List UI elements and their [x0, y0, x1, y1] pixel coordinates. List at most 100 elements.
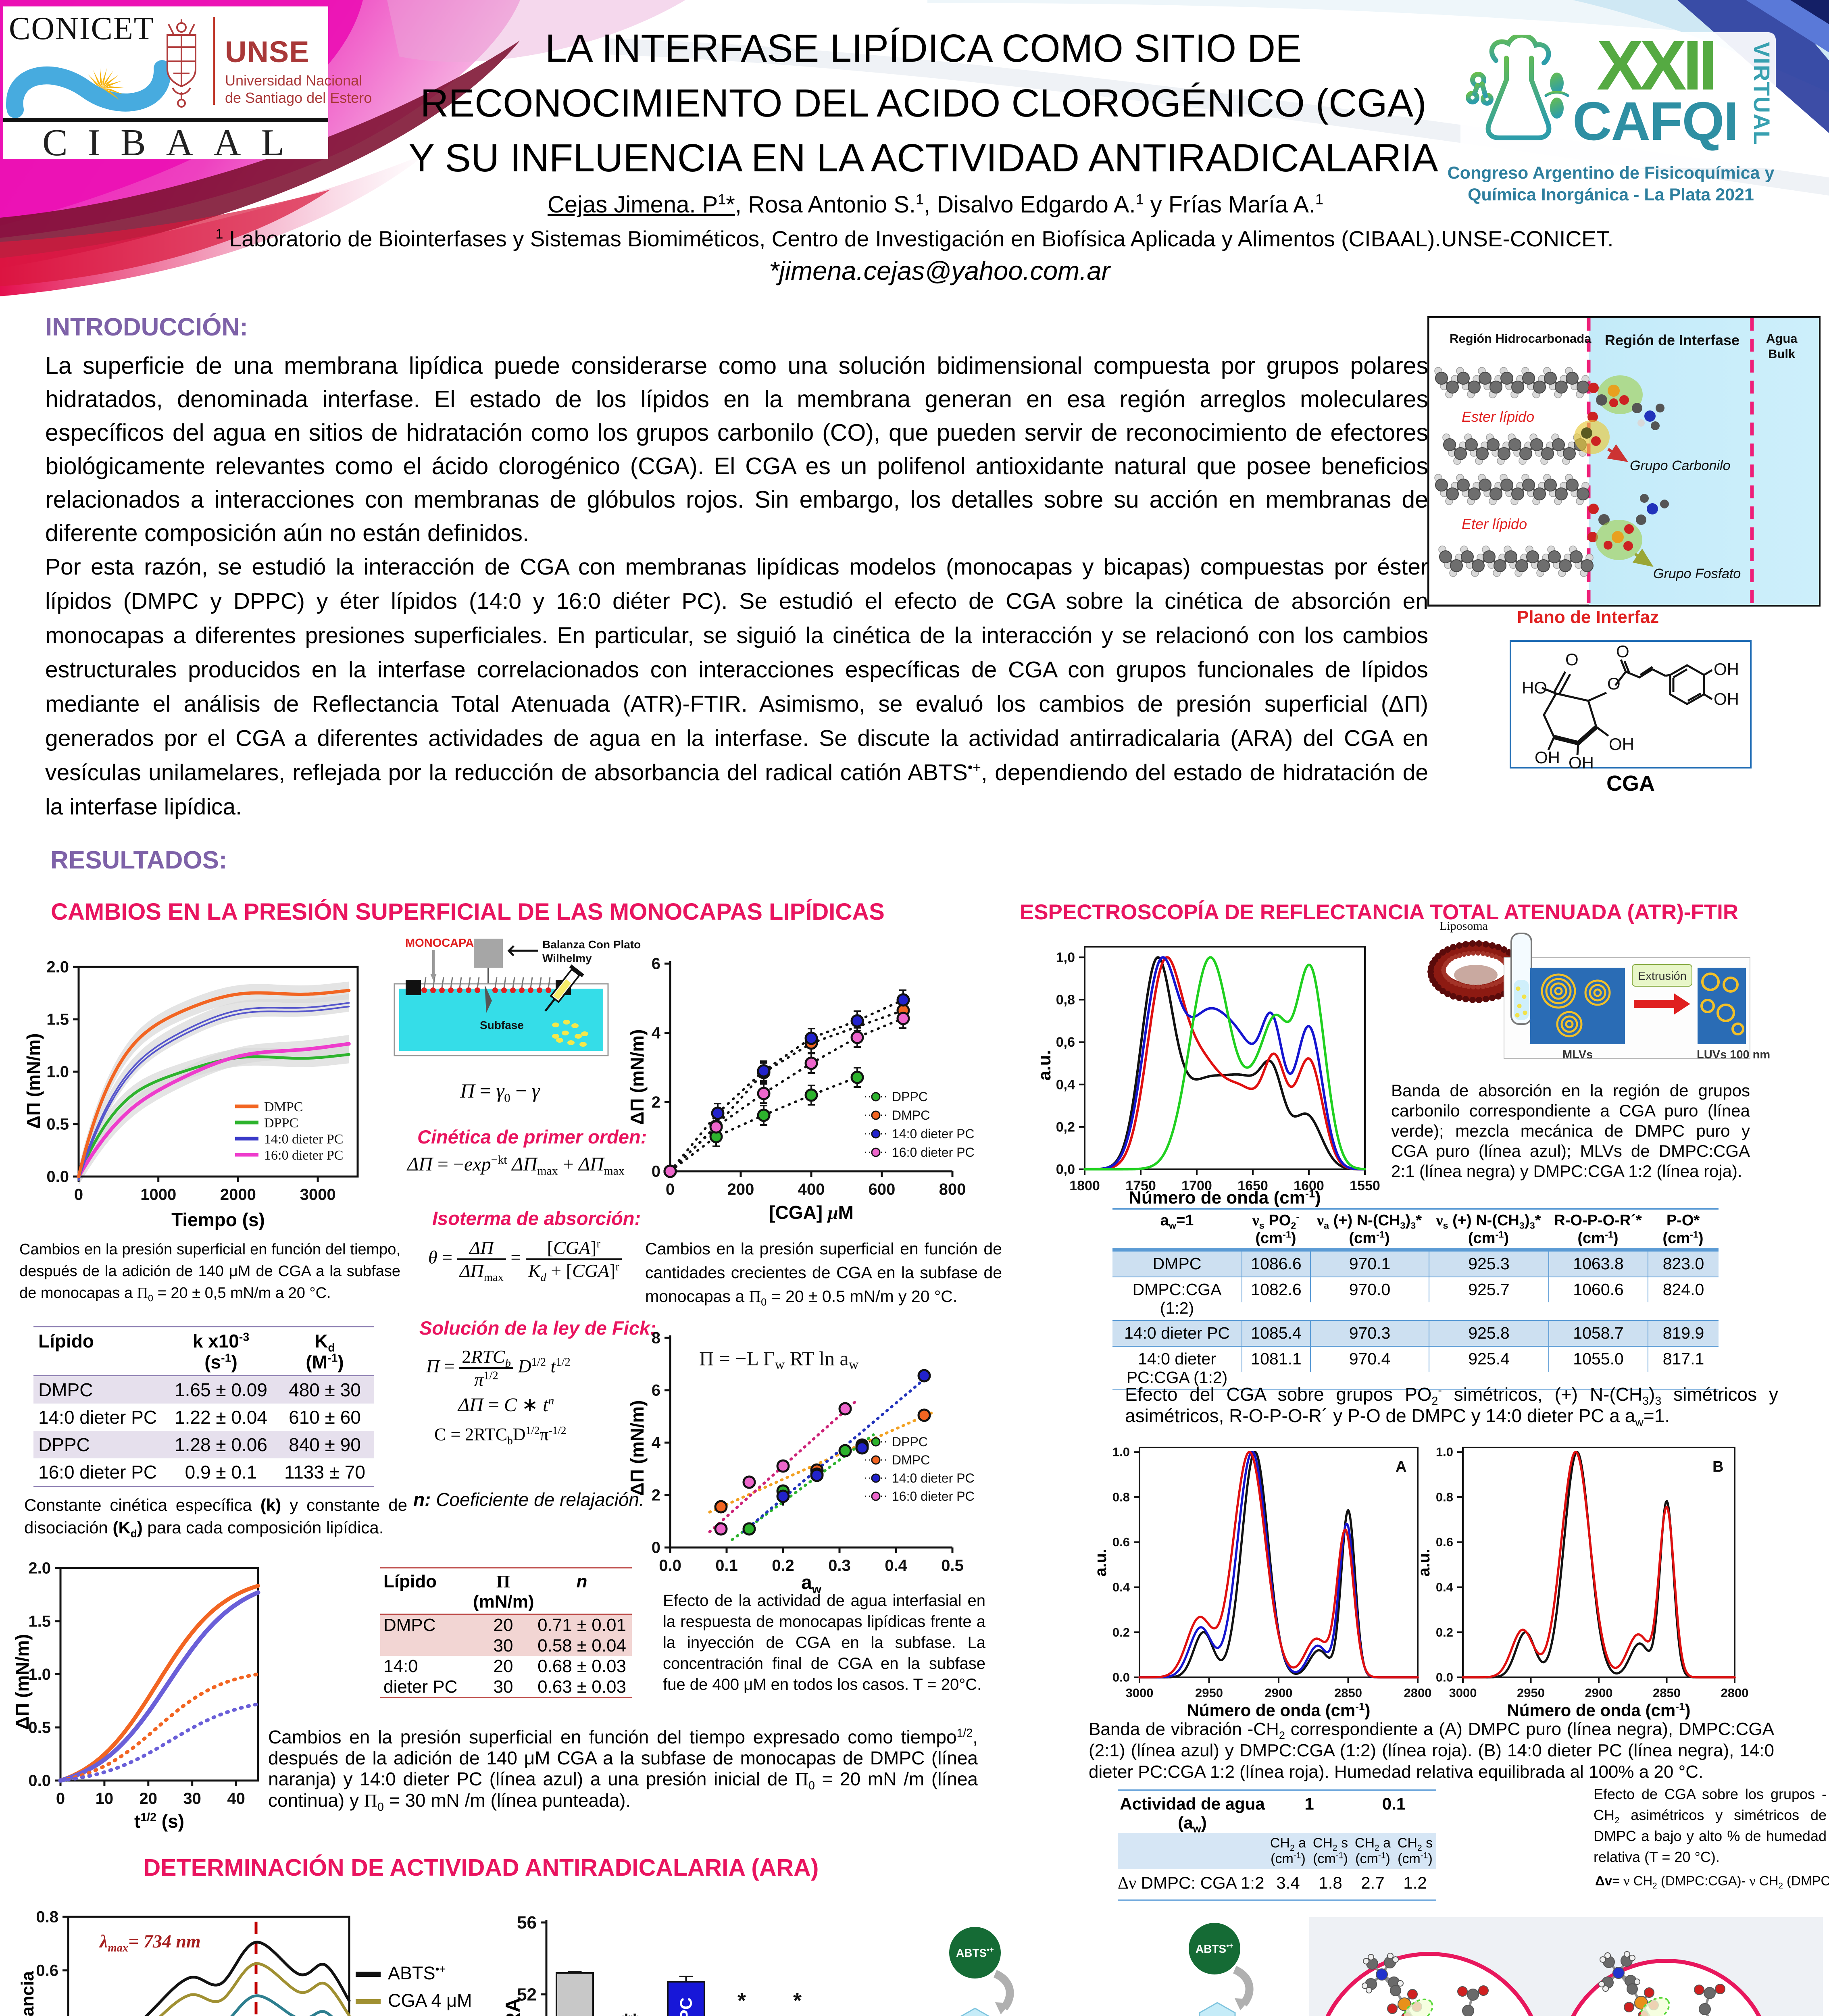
svg-text:0: 0: [56, 1790, 65, 1808]
svg-text:200: 200: [727, 1181, 754, 1198]
svg-text:2850: 2850: [1334, 1686, 1362, 1700]
svg-text:2900: 2900: [1265, 1686, 1293, 1700]
svg-text:3000: 3000: [1449, 1686, 1477, 1700]
svg-text:0.0: 0.0: [1436, 1670, 1453, 1685]
svg-text:0.4: 0.4: [1436, 1580, 1454, 1594]
svg-text:40: 40: [227, 1790, 245, 1808]
svg-text:0.8: 0.8: [1436, 1490, 1453, 1504]
svg-text:LUVs 100 nm: LUVs 100 nm: [1697, 1048, 1770, 1061]
svg-text:0.4: 0.4: [885, 1557, 907, 1574]
svg-text:6: 6: [652, 955, 660, 973]
svg-text:Agua: Agua: [1766, 331, 1798, 346]
svg-text:0.5: 0.5: [941, 1557, 964, 1574]
svg-text:O: O: [1616, 642, 1629, 661]
svg-text:A: A: [1396, 1458, 1406, 1475]
svg-text:0.0: 0.0: [28, 1772, 51, 1790]
svg-text:Wilhelmy: Wilhelmy: [542, 952, 592, 964]
svg-text:2950: 2950: [1195, 1686, 1223, 1700]
svg-text:0.8: 0.8: [1112, 1490, 1130, 1504]
svg-text:0: 0: [652, 1163, 660, 1181]
svg-text:4: 4: [652, 1024, 661, 1042]
svg-text:0.8: 0.8: [36, 1908, 58, 1926]
svg-text:1000: 1000: [140, 1186, 176, 1204]
svg-text:0,0: 0,0: [1056, 1162, 1075, 1177]
svg-text:DMPC: DMPC: [892, 1108, 930, 1123]
svg-text:0.2: 0.2: [1112, 1625, 1130, 1639]
svg-text:56: 56: [517, 1913, 537, 1933]
svg-text:2850: 2850: [1653, 1686, 1681, 1700]
svg-text:O: O: [1565, 650, 1579, 669]
svg-text:DPPC: DPPC: [264, 1116, 298, 1131]
svg-text:DPPC: DPPC: [892, 1089, 928, 1104]
svg-text:16:0 dieter PC: 16:0 dieter PC: [892, 1489, 975, 1504]
svg-text:1700: 1700: [1181, 1178, 1212, 1193]
svg-text:0: 0: [652, 1539, 660, 1557]
svg-text:OH: OH: [1714, 689, 1739, 708]
svg-text:1.0: 1.0: [46, 1063, 69, 1081]
svg-text:14:0 dieter PC: 14:0 dieter PC: [264, 1132, 343, 1147]
svg-text:Eter lípido: Eter lípido: [1462, 516, 1527, 532]
svg-text:16:0 dieter PC: 16:0 dieter PC: [892, 1145, 975, 1160]
svg-text:1.5: 1.5: [46, 1011, 69, 1029]
svg-text:2.0: 2.0: [28, 1560, 51, 1577]
svg-text:14:0 dieter PC: 14:0 dieter PC: [892, 1127, 975, 1141]
svg-text:0.0: 0.0: [659, 1557, 681, 1574]
svg-text:3000: 3000: [1126, 1686, 1154, 1700]
svg-text:0.5: 0.5: [46, 1116, 69, 1133]
svg-text:2.0: 2.0: [46, 958, 69, 976]
svg-text:0.6: 0.6: [36, 1962, 58, 1979]
svg-text:30: 30: [183, 1790, 201, 1808]
svg-text:Ester lípido: Ester lípido: [1462, 408, 1534, 425]
svg-text:0.0: 0.0: [46, 1168, 69, 1186]
svg-text:MONOCAPA: MONOCAPA: [405, 937, 474, 950]
svg-text:*: *: [793, 1989, 802, 2013]
svg-text:0.3: 0.3: [828, 1557, 851, 1574]
svg-text:0.0: 0.0: [1112, 1670, 1130, 1685]
svg-text:2: 2: [652, 1093, 660, 1111]
svg-text:600: 600: [869, 1181, 896, 1198]
svg-text:3000: 3000: [300, 1186, 336, 1204]
svg-text:0: 0: [74, 1186, 83, 1204]
svg-text:OH: OH: [1609, 735, 1634, 754]
svg-text:0.6: 0.6: [1436, 1535, 1453, 1549]
svg-text:DPPC: DPPC: [892, 1435, 928, 1449]
svg-text:Liposoma: Liposoma: [1439, 919, 1488, 933]
svg-text:1600: 1600: [1294, 1178, 1324, 1193]
svg-text:0.1: 0.1: [715, 1557, 738, 1574]
svg-text:**: **: [622, 2009, 639, 2016]
svg-text:Bulk: Bulk: [1768, 347, 1796, 361]
svg-text:Región de Interfase: Región de Interfase: [1605, 332, 1739, 348]
svg-text:8: 8: [652, 1329, 660, 1347]
svg-text:Π = −L Γw RT ln aw: Π = −L Γw RT ln aw: [699, 1347, 859, 1372]
svg-text:1650: 1650: [1237, 1178, 1268, 1193]
svg-text:2800: 2800: [1404, 1686, 1432, 1700]
svg-text:DMPC: DMPC: [264, 1100, 303, 1114]
svg-text:0,6: 0,6: [1056, 1035, 1075, 1050]
svg-text:1,0: 1,0: [1056, 950, 1075, 965]
svg-text:16:0 dieter PC: 16:0 dieter PC: [264, 1148, 343, 1163]
svg-text:O: O: [1607, 674, 1621, 693]
svg-text:Grupo Fosfato: Grupo Fosfato: [1653, 566, 1741, 581]
svg-text:0.4: 0.4: [1112, 1580, 1130, 1594]
svg-text:1550: 1550: [1350, 1178, 1380, 1193]
svg-text:2800: 2800: [1721, 1686, 1749, 1700]
svg-text:14:0 dieter PC: 14:0 dieter PC: [677, 1997, 696, 2016]
svg-text:2: 2: [652, 1487, 660, 1504]
svg-text:0.6: 0.6: [1112, 1535, 1130, 1549]
svg-text:OH: OH: [1569, 753, 1594, 768]
svg-text:20: 20: [140, 1790, 158, 1808]
svg-text:1800: 1800: [1069, 1178, 1100, 1193]
svg-text:0,8: 0,8: [1056, 992, 1075, 1008]
svg-text:2900: 2900: [1585, 1686, 1613, 1700]
svg-text:MLVs: MLVs: [1562, 1048, 1593, 1061]
svg-text:0: 0: [666, 1181, 675, 1198]
svg-text:0.5: 0.5: [28, 1719, 51, 1737]
svg-text:Grupo Carbonilo: Grupo Carbonilo: [1630, 458, 1730, 473]
svg-text:1750: 1750: [1125, 1178, 1156, 1193]
svg-text:10: 10: [96, 1790, 114, 1808]
svg-text:4: 4: [652, 1434, 661, 1452]
svg-text:Región Hidrocarbonada: Región Hidrocarbonada: [1450, 331, 1592, 346]
svg-text:400: 400: [798, 1181, 825, 1198]
svg-text:Balanza Con Plato: Balanza Con Plato: [542, 938, 641, 951]
svg-text:1.0: 1.0: [28, 1666, 51, 1683]
